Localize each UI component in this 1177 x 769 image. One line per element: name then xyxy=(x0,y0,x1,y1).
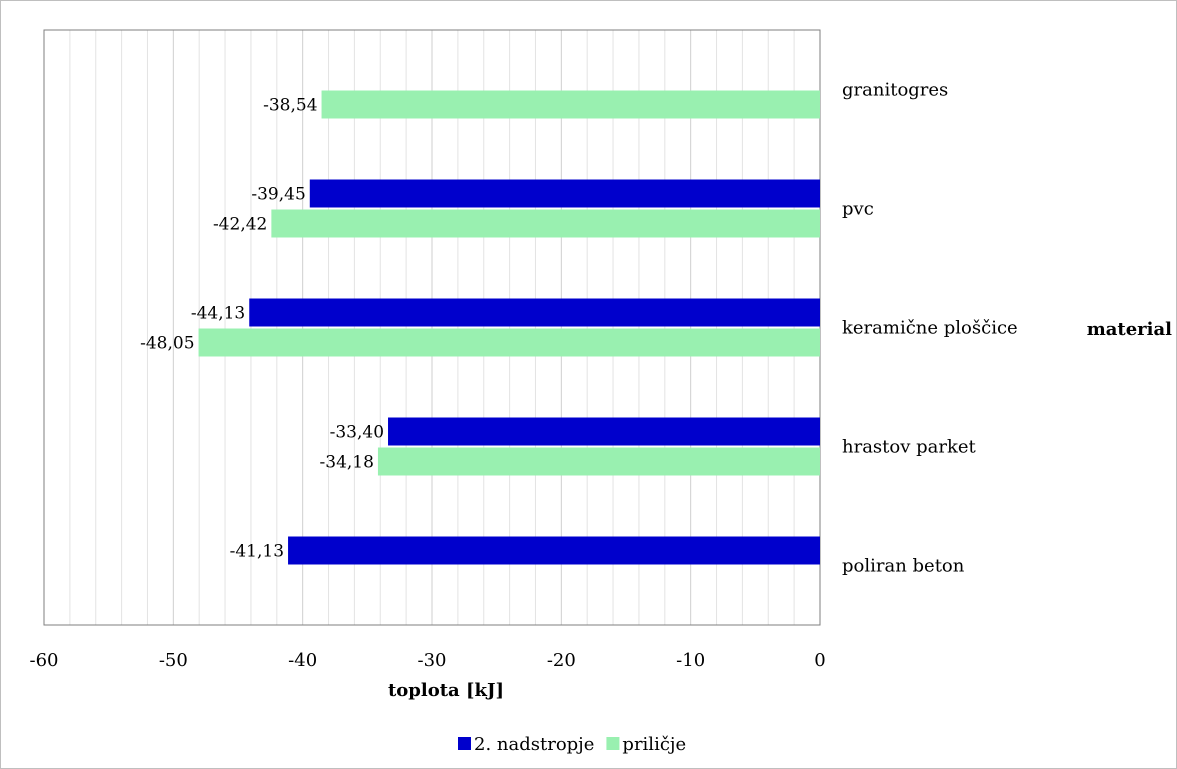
data-label: -33,40 xyxy=(330,423,384,443)
x-tick-label: -30 xyxy=(418,650,447,671)
legend-swatch-nadstropje xyxy=(458,737,471,750)
grid-lines xyxy=(43,30,821,625)
legend-label: priličje xyxy=(622,734,686,755)
data-label: -34,18 xyxy=(320,453,374,473)
category-label: poliran beton xyxy=(842,556,965,577)
bar-prilicje xyxy=(377,447,820,476)
category-label: granitogres xyxy=(842,80,948,101)
data-label: -48,05 xyxy=(140,334,194,354)
bar-nadstropje xyxy=(249,298,820,327)
legend-swatch-prilicje xyxy=(606,737,620,750)
data-label: -39,45 xyxy=(251,185,305,205)
x-tick-label: -60 xyxy=(30,650,59,671)
x-tick-label: -50 xyxy=(159,650,188,671)
data-label: -44,13 xyxy=(191,304,245,324)
bar-nadstropje xyxy=(388,417,820,446)
bar-prilicje xyxy=(198,328,820,357)
category-label: keramične ploščice xyxy=(842,318,1018,339)
bar-prilicje xyxy=(271,209,820,238)
data-label: -42,42 xyxy=(213,215,267,235)
x-axis-ticks: -60 -50 -40 -30 -20 -10 0 xyxy=(30,650,826,671)
category-labels: granitogres pvc keramične ploščice hrastov … xyxy=(842,80,1018,577)
y-axis-title: material xyxy=(1087,319,1172,340)
legend: 2. nadstropje priličje xyxy=(458,734,686,755)
bar-prilicje xyxy=(321,90,820,119)
x-tick-label: -10 xyxy=(676,650,705,671)
bars xyxy=(198,90,820,565)
x-tick-label: -40 xyxy=(288,650,317,671)
legend-label: 2. nadstropje xyxy=(474,734,594,755)
bar-nadstropje xyxy=(309,179,820,208)
category-label: hrastov parket xyxy=(842,437,977,458)
x-tick-label: -20 xyxy=(547,650,576,671)
x-axis-title: toplota [kJ] xyxy=(388,680,504,701)
data-label: -38,54 xyxy=(263,96,317,116)
data-labels: -38,54 -39,45 -42,42 -44,13 -48,05 -33,40 -34,… xyxy=(140,96,384,562)
plot-area xyxy=(43,29,821,626)
data-label: -41,13 xyxy=(230,542,284,562)
x-tick-label: 0 xyxy=(814,650,825,671)
bar-nadstropje xyxy=(288,536,820,565)
category-label: pvc xyxy=(842,199,874,220)
